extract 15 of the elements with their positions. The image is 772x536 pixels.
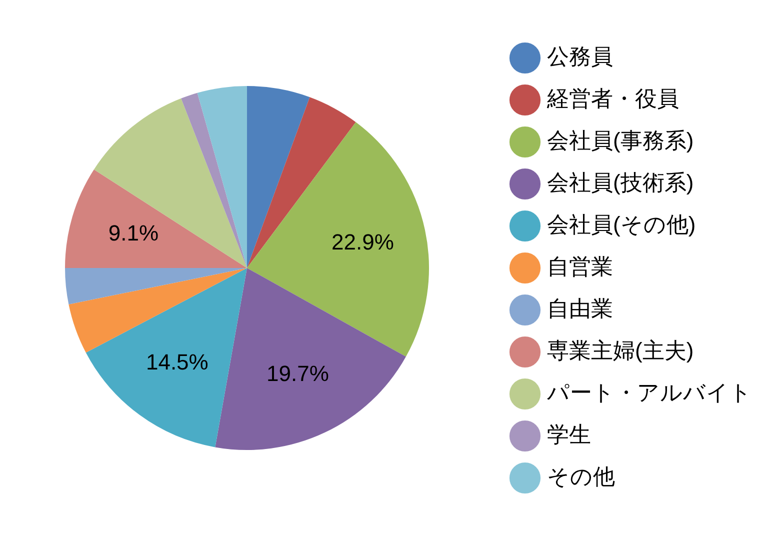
legend-label: 会社員(事務系) [547, 128, 694, 154]
legend-label: 経営者・役員 [546, 86, 679, 112]
data-label: 19.7% [266, 360, 329, 386]
legend-label: 学生 [547, 422, 591, 448]
legend-label: 会社員(その他) [547, 212, 696, 238]
legend-label: 会社員(技術系) [547, 170, 694, 196]
legend-label: 公務員 [547, 44, 613, 70]
legend-label: 自営業 [547, 254, 613, 280]
data-label: 22.9% [331, 229, 394, 254]
data-label: 9.1% [108, 220, 159, 246]
legend-label: 専業主婦(主夫) [547, 338, 694, 364]
legend-label: 自由業 [547, 296, 613, 322]
legend-label: その他 [547, 464, 615, 490]
legend-label: パート・アルバイト [546, 380, 752, 406]
data-label: 14.5% [146, 350, 208, 375]
